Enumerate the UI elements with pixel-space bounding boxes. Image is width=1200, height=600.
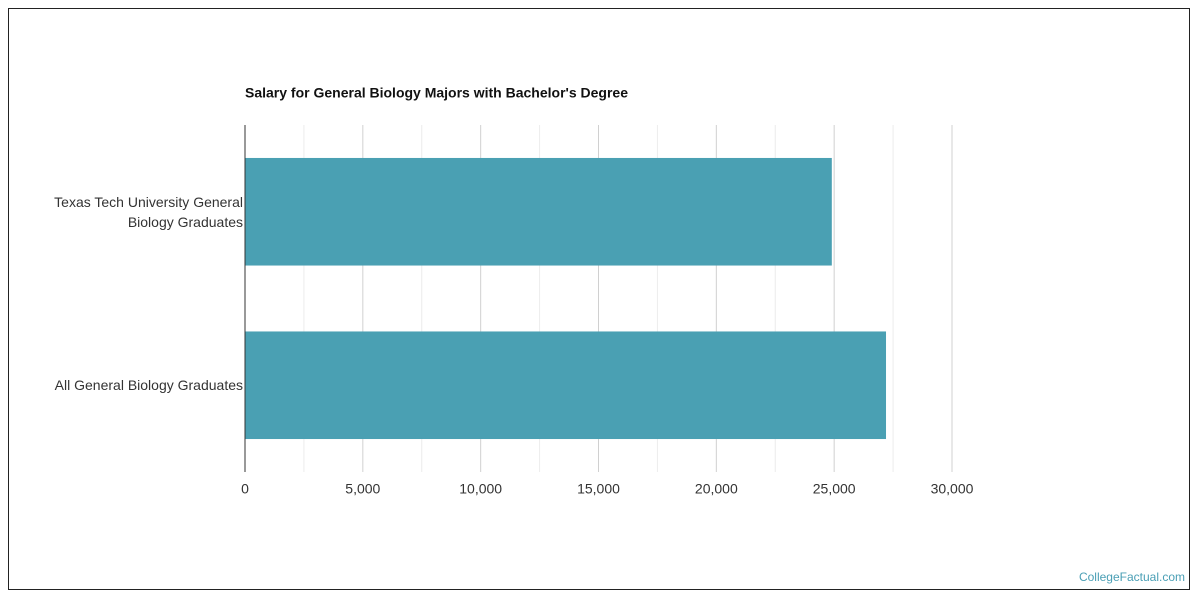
bar bbox=[245, 157, 832, 266]
bar bbox=[245, 331, 887, 440]
y-tick-label: All General Biology Graduates bbox=[54, 377, 243, 394]
x-tick-label: 30,000 bbox=[931, 481, 974, 497]
chart-title: Salary for General Biology Majors with B… bbox=[245, 85, 628, 101]
x-tick-label: 20,000 bbox=[695, 481, 738, 497]
x-tick-label: 5,000 bbox=[345, 481, 380, 497]
x-tick-label: 10,000 bbox=[459, 481, 502, 497]
x-tick-label: 0 bbox=[241, 481, 249, 497]
y-tick-label: Texas Tech University General Biology Gr… bbox=[54, 193, 243, 230]
credit: CollegeFactual.com bbox=[1079, 570, 1185, 584]
x-tick-label: 25,000 bbox=[813, 481, 856, 497]
x-tick-label: 15,000 bbox=[577, 481, 620, 497]
